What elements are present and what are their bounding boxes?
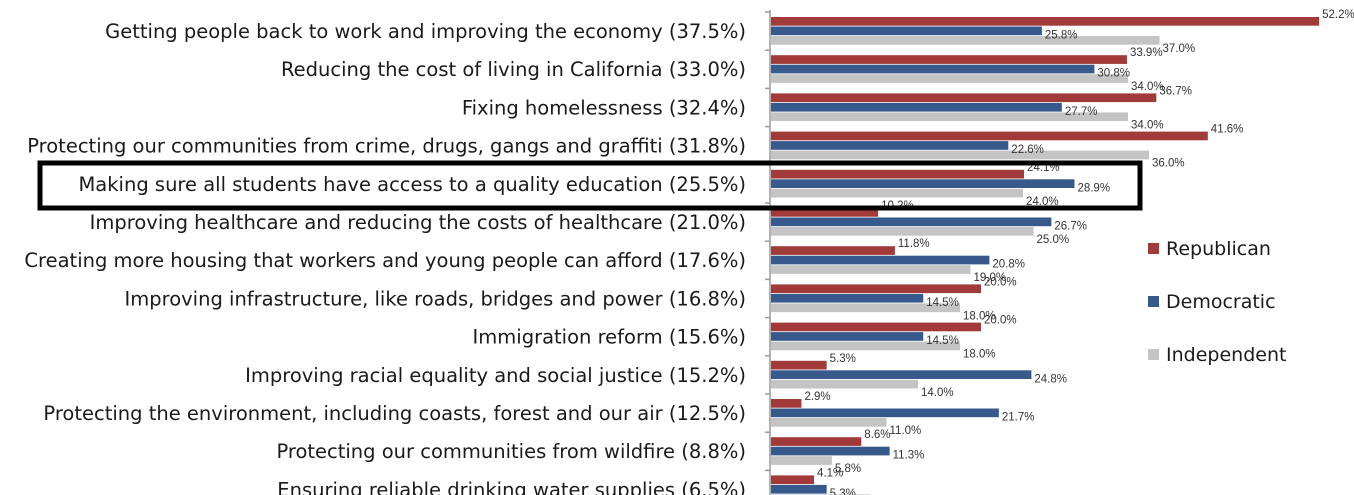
data-label-republican: 5.3% (830, 353, 856, 365)
bar-democratic (771, 218, 1051, 227)
data-label-independent: 37.0% (1163, 43, 1196, 55)
data-label-republican: 20.0% (984, 276, 1017, 288)
bar-democratic (771, 447, 890, 456)
bar-independent (771, 380, 918, 389)
bar-independent (771, 151, 1149, 160)
data-label-democratic: 22.6% (1011, 144, 1044, 156)
data-label-democratic: 26.7% (1054, 221, 1087, 233)
bar-democratic (771, 179, 1074, 188)
data-label-republican: 11.8% (898, 238, 930, 250)
data-label-democratic: 21.7% (1002, 412, 1035, 424)
bar-independent (771, 456, 832, 465)
data-label-republican: 41.6% (1211, 124, 1244, 136)
data-label-republican: 8.6% (864, 429, 890, 441)
data-label-republican: 4.1% (817, 467, 843, 479)
bar-republican (771, 55, 1127, 64)
bar-republican (771, 284, 981, 293)
data-label-democratic: 24.8% (1034, 373, 1067, 385)
legend-swatch-independent (1148, 349, 1159, 360)
legend-swatch-democratic (1148, 296, 1159, 307)
bar-republican (771, 475, 814, 484)
data-label-republican: 20.0% (984, 315, 1017, 327)
category-label: Improving racial equality and social jus… (245, 364, 746, 387)
data-label-independent: 14.0% (921, 387, 954, 399)
bar-democratic (771, 141, 1008, 150)
category-label: Creating more housing that workers and y… (24, 249, 746, 272)
bar-democratic (771, 103, 1062, 112)
data-label-independent: 36.0% (1152, 158, 1185, 170)
bar-republican (771, 246, 895, 255)
category-label: Improving healthcare and reducing the co… (90, 211, 746, 234)
data-label-democratic: 14.5% (926, 297, 959, 309)
bar-republican (771, 17, 1319, 26)
bar-democratic (771, 256, 989, 265)
bar-republican (771, 437, 861, 446)
category-label: Fixing homelessness (32.4%) (462, 96, 746, 119)
bar-republican (771, 93, 1156, 102)
bar-democratic (771, 332, 923, 341)
data-label-democratic: 20.8% (992, 259, 1025, 271)
data-label-democratic: 5.3% (830, 488, 856, 495)
data-label-democratic: 27.7% (1065, 106, 1098, 118)
bar-republican (771, 361, 827, 370)
bar-independent (771, 265, 971, 274)
data-label-democratic: 25.8% (1045, 30, 1078, 42)
bar-independent (771, 74, 1128, 83)
data-label-republican: 52.2% (1322, 9, 1354, 21)
category-label: Immigration reform (15.6%) (473, 326, 746, 349)
category-label: Protecting the environment, including co… (43, 402, 746, 425)
bar-democratic (771, 485, 827, 494)
category-label: Getting people back to work and improvin… (105, 20, 746, 43)
bar-republican (771, 323, 981, 332)
category-label: Ensuring reliable drinking water supplie… (277, 478, 746, 495)
bar-republican (771, 170, 1024, 179)
bar-republican (771, 132, 1208, 141)
bar-republican (771, 399, 801, 408)
legend-swatch-republican (1148, 243, 1159, 254)
legend-label-independent: Independent (1166, 344, 1286, 366)
data-label-democratic: 28.9% (1077, 182, 1110, 194)
legend-label-republican: Republican (1166, 238, 1271, 260)
data-label-democratic: 11.3% (893, 450, 925, 462)
legend: Republican Democratic Independent (1148, 238, 1286, 366)
axis-layer (765, 10, 770, 495)
bar-democratic (771, 27, 1042, 36)
bar-independent (771, 36, 1160, 45)
category-label: Reducing the cost of living in Californi… (281, 58, 746, 81)
data-label-republican: 2.9% (804, 391, 830, 403)
category-label: Protecting our communities from crime, d… (27, 135, 746, 158)
bar-democratic (771, 65, 1094, 74)
bar-democratic (771, 294, 923, 303)
data-label-independent: 18.0% (963, 349, 996, 361)
data-label-democratic: 30.8% (1097, 68, 1130, 80)
legend-label-democratic: Democratic (1166, 291, 1276, 313)
bar-independent (771, 418, 887, 427)
bar-democratic (771, 370, 1031, 379)
category-label: Improving infrastructure, like roads, br… (124, 287, 746, 310)
data-label-democratic: 14.5% (926, 335, 959, 347)
data-label-republican: 36.7% (1159, 85, 1192, 97)
category-label: Protecting our communities from wildfire… (276, 440, 746, 463)
data-label-independent: 34.0% (1131, 119, 1164, 131)
bar-independent (771, 227, 1034, 236)
data-label-independent: 11.0% (890, 425, 922, 437)
bar-independent (771, 189, 1023, 198)
category-label: Making sure all students have access to … (78, 173, 746, 196)
data-label-independent: 25.0% (1037, 234, 1070, 246)
bar-democratic (771, 409, 999, 418)
data-label-republican: 33.9% (1130, 47, 1163, 59)
